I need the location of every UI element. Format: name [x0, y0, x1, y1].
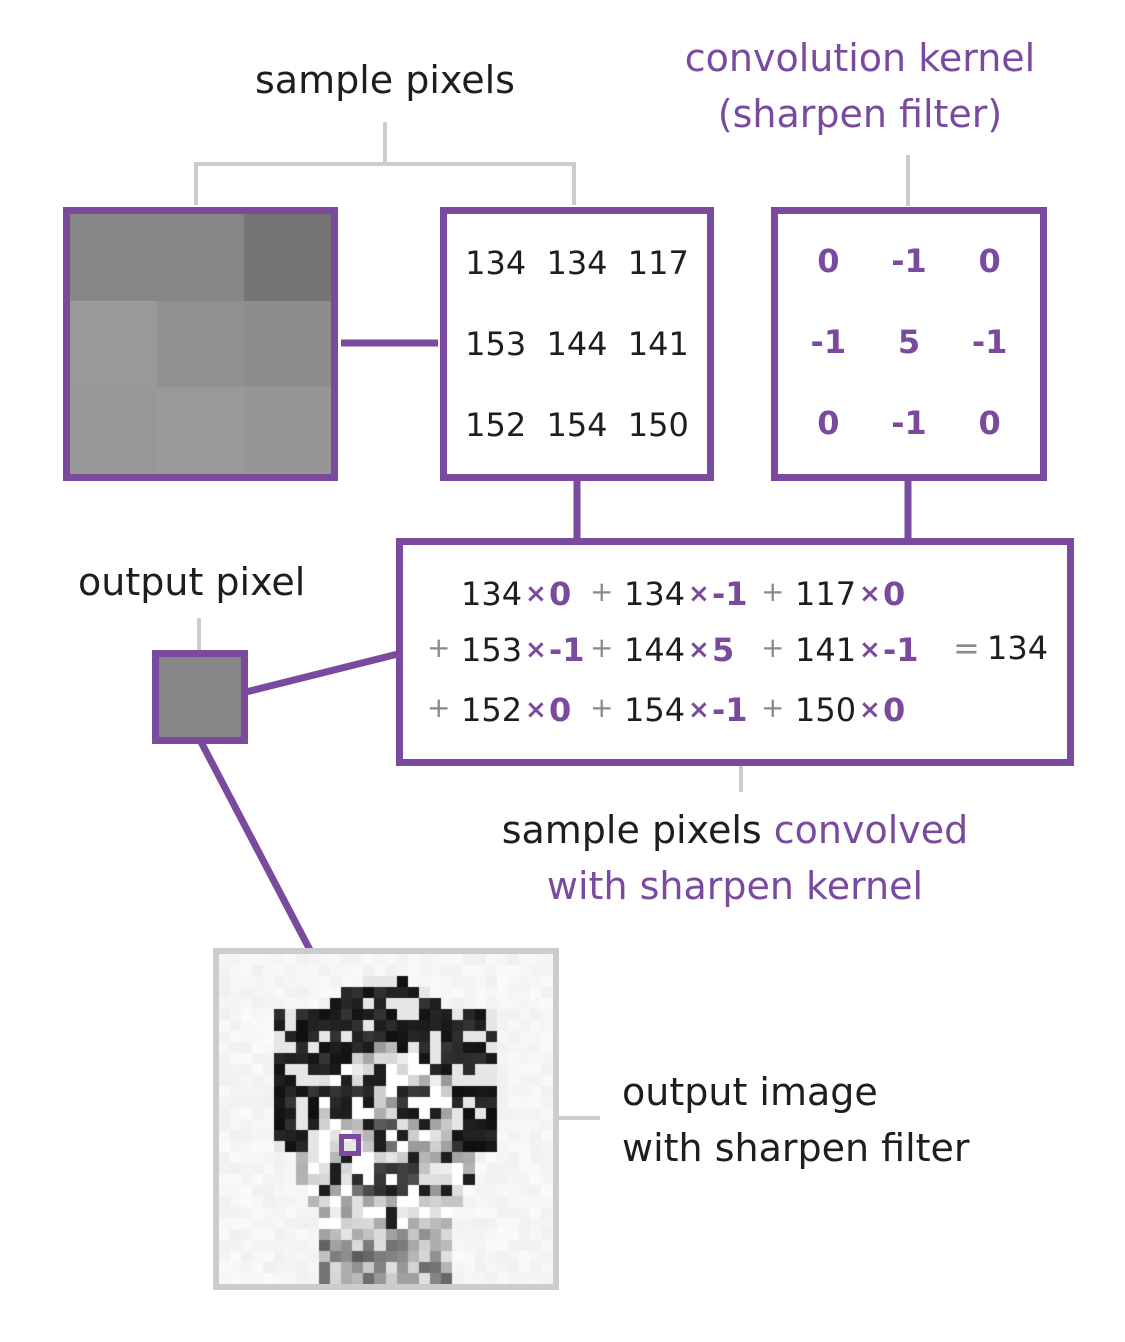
kernel-cell: 0 — [817, 241, 840, 280]
equation-pixel-value: 154 — [624, 691, 686, 729]
plus-operator: + — [590, 691, 614, 724]
swatch-grid — [70, 214, 331, 474]
times-operator: × — [525, 579, 547, 609]
times-operator: × — [525, 695, 547, 725]
sharpened-face-image — [219, 954, 553, 1284]
times-operator: × — [859, 579, 881, 609]
convolved-label-line1: sample pixels convolved — [430, 802, 1040, 858]
plus-operator: + — [590, 631, 614, 664]
convolved-label-purple: convolved — [773, 808, 969, 852]
output-image-label-line2: with sharpen filter — [622, 1126, 970, 1170]
pixel-values-grid: 134 134 117 153 144 141 152 154 150 — [455, 222, 699, 466]
convolved-label-line2: with sharpen kernel — [546, 864, 924, 908]
kernel-cell: 0 — [978, 241, 1001, 280]
equals-sign: = — [953, 629, 980, 667]
kernel-cell: 0 — [978, 404, 1001, 443]
plus-operator: + — [761, 691, 785, 724]
output-image-label: output image with sharpen filter — [622, 1064, 970, 1176]
pixel-value-cell: 134 — [465, 243, 527, 282]
equation-row: +152 × 0 +154 × -1 +150 × 0 — [427, 683, 951, 739]
plus-operator: + — [427, 691, 451, 724]
equation-pixel-value: 150 — [795, 691, 857, 729]
equation-result: 134 — [987, 629, 1049, 667]
equation-pixel-value: 144 — [624, 631, 686, 669]
convolved-label: sample pixels convolved with sharpen ker… — [430, 802, 1040, 914]
sample-pixels-swatch — [63, 207, 338, 481]
pixel-value-cell: 152 — [465, 406, 527, 445]
kernel-matrix: 0 -1 0 -1 5 -1 0 -1 0 — [771, 207, 1047, 481]
output-image-label-line1: output image — [622, 1070, 878, 1114]
plus-operator: + — [761, 631, 785, 664]
output-pixel-fill — [159, 657, 241, 737]
plus-operator: + — [427, 631, 451, 664]
pixel-value-cell: 154 — [546, 406, 608, 445]
times-operator: × — [525, 635, 547, 665]
equation-row: +153 × -1 +144 × 5 +141 × -1 — [427, 623, 951, 679]
swatch-cell — [70, 300, 157, 388]
times-operator: × — [688, 695, 710, 725]
swatch-cell — [70, 387, 157, 474]
output-pixel-swatch — [152, 650, 248, 744]
sample-pixels-label: sample pixels — [255, 58, 515, 102]
times-operator: × — [688, 635, 710, 665]
kernel-label: convolution kernel (sharpen filter) — [640, 30, 1080, 142]
swatch-cell — [157, 214, 244, 301]
equation-kernel-value: 0 — [549, 691, 572, 729]
pixel-value-cell: 150 — [627, 406, 689, 445]
pixel-values-matrix: 134 134 117 153 144 141 152 154 150 — [440, 207, 714, 481]
equation-row: 134 × 0 +134 × -1 +117 × 0 — [431, 567, 951, 623]
times-operator: × — [688, 579, 710, 609]
pixel-value-cell: 153 — [465, 324, 527, 363]
pixel-value-cell: 117 — [627, 243, 689, 282]
swatch-cell — [157, 387, 244, 474]
equation-kernel-value: -1 — [883, 631, 919, 669]
kernel-cell: -1 — [971, 322, 1008, 361]
equation-kernel-value: 5 — [712, 631, 735, 669]
equation-pixel-value: 152 — [461, 691, 523, 729]
output-pixel-label: output pixel — [78, 560, 306, 604]
equation-kernel-value: 0 — [883, 575, 906, 613]
equation-kernel-value: -1 — [712, 691, 748, 729]
swatch-cell — [70, 214, 157, 301]
equation-kernel-value: -1 — [549, 631, 585, 669]
pixel-value-cell: 141 — [627, 324, 689, 363]
times-operator: × — [859, 695, 881, 725]
kernel-cell: -1 — [891, 404, 927, 443]
swatch-cell — [244, 387, 331, 474]
equation-pixel-value: 141 — [795, 631, 857, 669]
convolution-equation: 134 × 0 +134 × -1 +117 × 0 +153 × -1 +144 × 5 +141 × -1 +1… — [396, 538, 1074, 766]
plus-operator: + — [590, 575, 614, 608]
equation-pixel-value: 134 — [461, 575, 523, 613]
pixel-value-cell: 144 — [546, 324, 608, 363]
kernel-cell: -1 — [891, 241, 927, 280]
equation-pixel-value: 117 — [795, 575, 857, 613]
kernel-cell: 0 — [817, 404, 840, 443]
plus-operator: + — [761, 575, 785, 608]
pixel-value-cell: 134 — [546, 243, 608, 282]
swatch-cell — [244, 214, 331, 301]
kernel-label-line1: convolution kernel — [684, 36, 1036, 80]
equation-pixel-value: 153 — [461, 631, 523, 669]
output-image — [213, 948, 559, 1290]
output-pixel-marker — [339, 1134, 361, 1156]
convolved-label-black: sample pixels — [501, 808, 762, 852]
equation-kernel-value: -1 — [712, 575, 748, 613]
kernel-grid: 0 -1 0 -1 5 -1 0 -1 0 — [788, 220, 1030, 464]
equation-pixel-value: 134 — [624, 575, 686, 613]
kernel-label-line2: (sharpen filter) — [717, 92, 1003, 136]
times-operator: × — [859, 635, 881, 665]
swatch-cell — [244, 300, 331, 388]
equation-kernel-value: 0 — [883, 691, 906, 729]
kernel-cell: 5 — [897, 322, 921, 361]
equation-kernel-value: 0 — [549, 575, 572, 613]
kernel-cell: -1 — [810, 322, 847, 361]
swatch-cell — [157, 300, 244, 388]
